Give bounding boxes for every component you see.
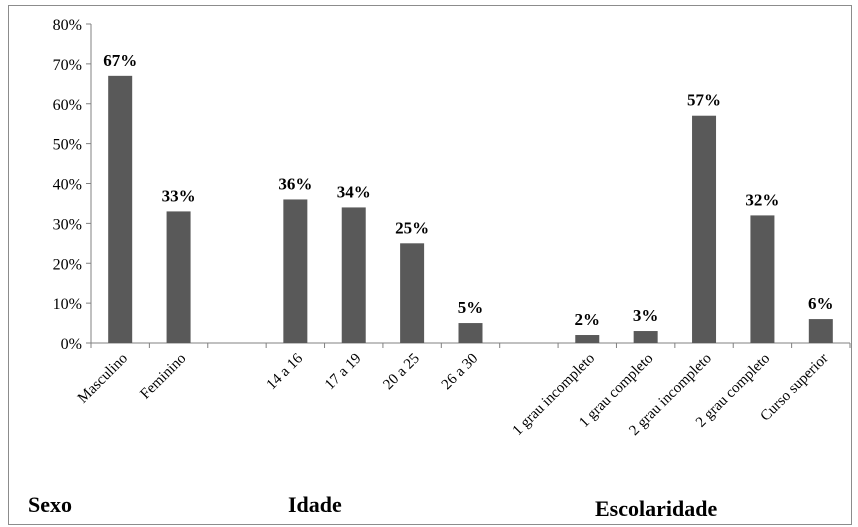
data-label: 67% — [103, 51, 137, 70]
data-label: 5% — [458, 298, 484, 317]
bar — [166, 211, 191, 343]
bar — [750, 215, 775, 343]
group-label-sexo: Sexo — [28, 492, 72, 517]
y-tick-label: 40% — [53, 177, 82, 194]
y-tick-label: 0% — [61, 336, 82, 353]
data-label: 6% — [808, 294, 834, 313]
group-label-idade: Idade — [288, 492, 342, 517]
data-label: 34% — [337, 182, 371, 201]
data-label: 3% — [633, 306, 659, 325]
bars — [108, 75, 833, 344]
group-label-escolaridade: Escolaridade — [595, 496, 718, 521]
bar — [808, 319, 833, 343]
data-label: 32% — [745, 190, 779, 209]
x-tick-label: 20 a 25 — [380, 351, 423, 394]
y-tick-label: 10% — [53, 296, 82, 313]
data-label: 25% — [395, 218, 429, 237]
axes: 0% 10% 20% 30% 40% 50% 60% 70% 80% — [53, 17, 851, 353]
x-tick-label: Masculino — [75, 351, 131, 407]
bar — [575, 335, 600, 343]
data-label: 57% — [687, 91, 721, 110]
bar — [283, 199, 308, 343]
y-tick-label: 50% — [53, 137, 82, 154]
bar — [633, 331, 658, 343]
x-tick-label: 17 a 19 — [322, 351, 365, 394]
bar — [400, 243, 425, 343]
bar — [458, 323, 483, 343]
data-label: 33% — [162, 186, 196, 205]
y-tick-label: 80% — [53, 17, 82, 34]
y-tick-label: 30% — [53, 216, 82, 233]
data-label: 36% — [278, 174, 312, 193]
bar — [108, 75, 133, 344]
bar — [341, 207, 366, 343]
y-tick-label: 70% — [53, 57, 82, 74]
chart-frame — [8, 5, 852, 525]
y-tick-label: 60% — [53, 97, 82, 114]
x-tick-label: 26 a 30 — [439, 351, 482, 394]
data-label: 2% — [575, 310, 601, 329]
x-tick-label: Feminino — [137, 351, 189, 403]
y-tick-label: 20% — [53, 256, 82, 273]
x-tick-label: 14 a 16 — [264, 350, 307, 393]
bar — [692, 115, 717, 344]
